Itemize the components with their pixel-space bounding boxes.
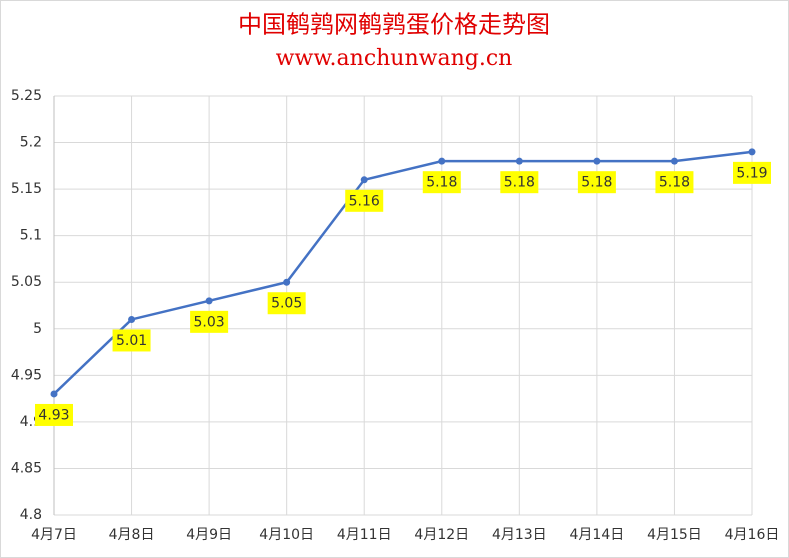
data-label: 5.18 [659, 175, 690, 191]
data-label: 5.18 [581, 175, 612, 191]
x-tick-label: 4月15日 [647, 527, 702, 543]
data-label: 5.18 [504, 175, 535, 191]
point [50, 390, 58, 398]
data-label-box [190, 310, 229, 333]
y-tick-label: 5.05 [11, 274, 42, 290]
data-label-box [655, 171, 694, 194]
point [593, 157, 601, 165]
y-tick-label: 4.8 [20, 507, 42, 523]
x-tick-label: 4月14日 [570, 527, 625, 543]
y-tick-label: 5.1 [20, 228, 42, 244]
x-tick-label: 4月16日 [725, 527, 780, 543]
line [53, 150, 753, 395]
chart-subtitle: www.anchunwang.cn [276, 46, 513, 71]
data-label: 5.03 [194, 314, 225, 330]
data-label-box [35, 403, 73, 426]
data-label: 4.93 [38, 407, 69, 423]
x-tick-label: 4月8日 [109, 527, 155, 543]
point [748, 148, 756, 156]
point [360, 176, 368, 184]
x-tick-label: 4月10日 [259, 527, 314, 543]
x-tick-label: 4月12日 [414, 527, 469, 543]
x-tick-label: 4月7日 [31, 527, 77, 543]
point [515, 157, 523, 165]
x-tick-label: 4月13日 [492, 527, 547, 543]
data-label-box [422, 171, 461, 194]
data-label-box [500, 171, 539, 194]
y-tick-label: 5.2 [20, 135, 42, 151]
x-tick-label: 4月9日 [186, 527, 232, 543]
point [205, 297, 213, 305]
data-label: 5.19 [736, 165, 767, 181]
x-tick-label: 4月11日 [337, 527, 392, 543]
y-tick-label: 5 [33, 321, 42, 337]
point [283, 278, 291, 286]
y-tick-label: 4.85 [11, 460, 42, 476]
data-label-box [112, 329, 151, 352]
data-label-box [733, 161, 771, 184]
point [128, 315, 136, 323]
y-tick-label: 5.15 [11, 181, 42, 197]
data-label: 5.05 [271, 296, 302, 312]
y-tick-label: 4.95 [11, 367, 42, 383]
data-label-box [345, 189, 384, 212]
point [438, 157, 446, 165]
data-label-box [577, 171, 616, 194]
point [670, 157, 678, 165]
data-label: 5.16 [349, 193, 380, 209]
data-label-box [267, 292, 306, 315]
data-label: 5.18 [426, 175, 457, 191]
y-tick-label: 5.25 [11, 88, 42, 104]
data-label: 5.01 [116, 333, 147, 349]
chart-title: 中国鹌鹑网鹌鹑蛋价格走势图 [238, 11, 550, 39]
